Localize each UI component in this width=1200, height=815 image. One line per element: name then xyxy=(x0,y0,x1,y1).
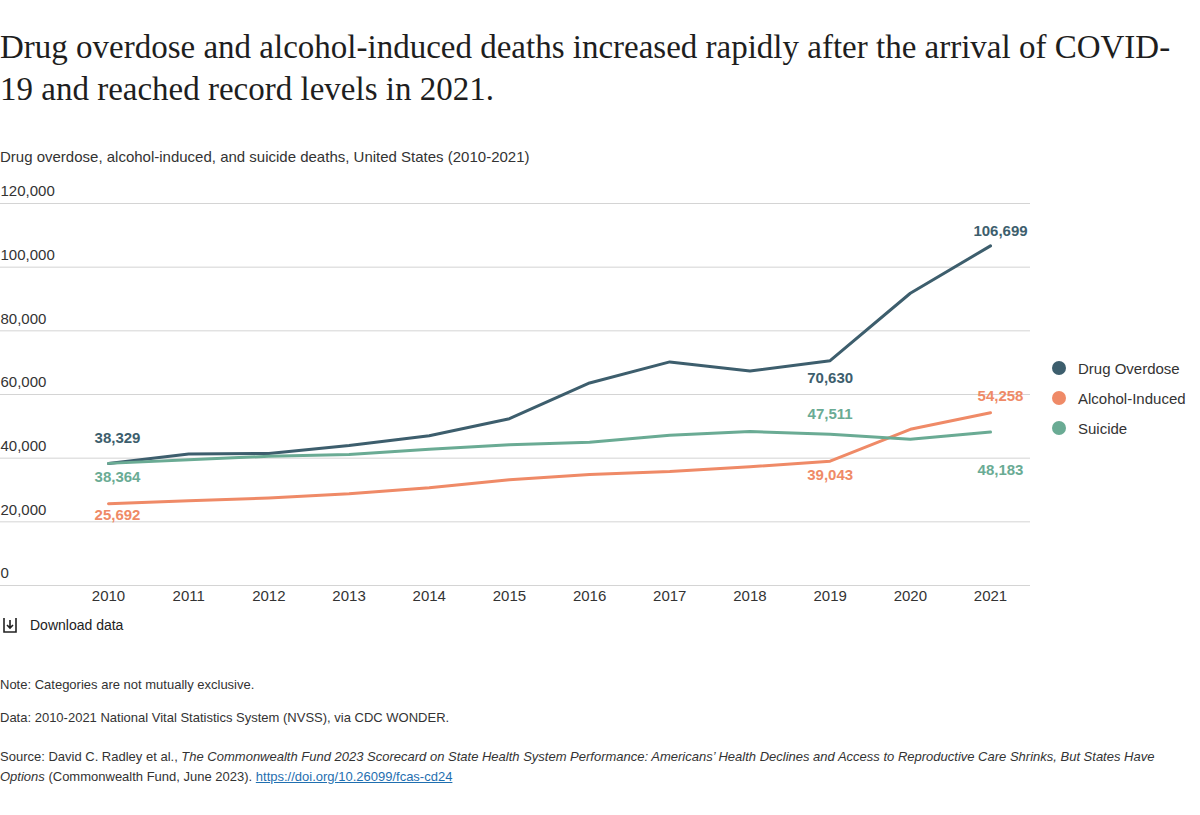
svg-text:38,329: 38,329 xyxy=(95,429,141,446)
svg-text:2020: 2020 xyxy=(894,587,927,604)
svg-text:47,511: 47,511 xyxy=(808,405,853,422)
svg-text:0: 0 xyxy=(1,564,9,581)
svg-text:2018: 2018 xyxy=(733,587,766,604)
svg-text:100,000: 100,000 xyxy=(1,246,55,263)
svg-text:38,364: 38,364 xyxy=(95,468,142,485)
svg-text:2011: 2011 xyxy=(173,587,205,604)
html-text:Suicide: Suicide xyxy=(1078,419,1128,437)
svg-text:25,692: 25,692 xyxy=(95,506,141,523)
svg-text:2019: 2019 xyxy=(813,587,846,604)
svg-text:2015: 2015 xyxy=(493,587,526,604)
svg-text:54,258: 54,258 xyxy=(978,387,1024,404)
html-text:Source: David C. Radley et al.: Source: David C. Radley et al., The Comm… xyxy=(0,749,1155,784)
svg-text:40,000: 40,000 xyxy=(1,437,47,454)
svg-text:2016: 2016 xyxy=(573,587,606,604)
svg-text:2012: 2012 xyxy=(252,587,285,604)
svg-text:80,000: 80,000 xyxy=(1,310,47,327)
html-text:Drug overdose, alcohol-induced: Drug overdose, alcohol-induced, and suic… xyxy=(0,148,530,165)
html-text:Drug Overdose: Drug Overdose xyxy=(1078,359,1180,377)
svg-text:20,000: 20,000 xyxy=(1,501,47,518)
svg-text:70,630: 70,630 xyxy=(807,369,853,386)
svg-text:2014: 2014 xyxy=(413,587,446,604)
svg-text:106,699: 106,699 xyxy=(973,222,1027,239)
html-text:Drug overdose and alcohol-indu: Drug overdose and alcohol-induced deaths… xyxy=(0,29,1171,107)
svg-text:2010: 2010 xyxy=(92,587,125,604)
svg-text:2021: 2021 xyxy=(974,587,1007,604)
html-text:Note: Categories are not mutua: Note: Categories are not mutually exclus… xyxy=(0,677,255,692)
svg-text:120,000: 120,000 xyxy=(1,182,55,199)
html-text:Data: 2010-2021 National Vital: Data: 2010-2021 National Vital Statistic… xyxy=(0,710,450,725)
html-text:Alcohol-Induced: Alcohol-Induced xyxy=(1078,389,1186,407)
svg-text:48,183: 48,183 xyxy=(978,461,1024,478)
svg-text:2013: 2013 xyxy=(332,587,365,604)
svg-text:2017: 2017 xyxy=(653,587,686,604)
svg-text:60,000: 60,000 xyxy=(1,373,47,390)
html-text:Download data: Download data xyxy=(30,617,124,633)
svg-text:39,043: 39,043 xyxy=(807,466,853,483)
